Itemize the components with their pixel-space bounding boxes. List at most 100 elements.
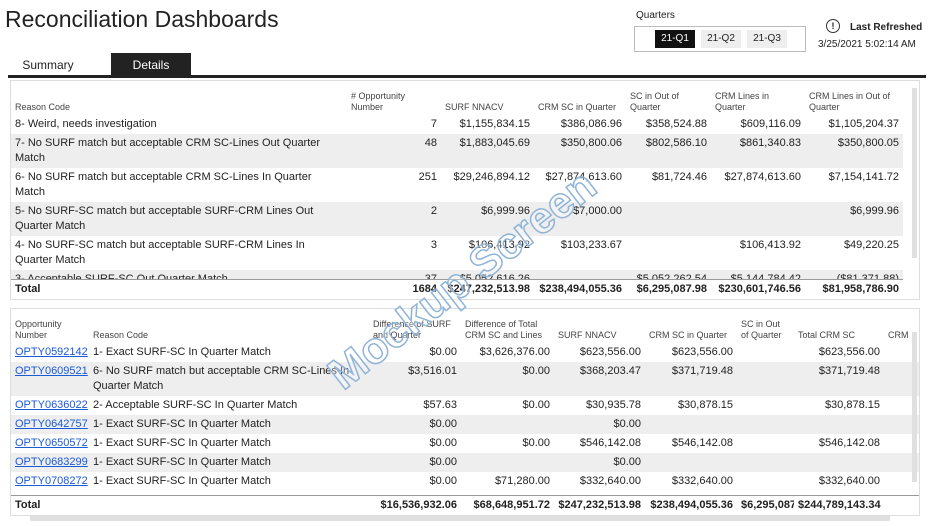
row: 3- Acceptable SURF-SC Out Quarter Match 3… bbox=[11, 270, 903, 279]
cell bbox=[737, 343, 794, 362]
cell: $30,878.15 bbox=[824, 399, 880, 411]
cell: $5,144,784.42 bbox=[711, 270, 805, 279]
cell: $29,246,894.12 bbox=[453, 171, 530, 183]
cell: 48 bbox=[347, 134, 441, 168]
cell: $546,142.08 bbox=[671, 437, 733, 449]
cell: $5,052,616.26 bbox=[441, 270, 534, 279]
row: 5- No SURF-SC match but acceptable SURF-… bbox=[11, 202, 903, 236]
cell bbox=[737, 396, 794, 415]
tab[interactable]: Summary bbox=[22, 58, 74, 72]
tab-active[interactable]: Details bbox=[111, 53, 191, 75]
cell: $16,536,932.06 bbox=[369, 495, 461, 515]
cell: $238,494,055.36 bbox=[534, 279, 626, 299]
info-icon: ! bbox=[826, 19, 840, 33]
opportunity-link[interactable]: OPTY0642757 bbox=[15, 418, 88, 430]
column-header: Reason Code bbox=[15, 102, 71, 112]
row: 6- No SURF match but acceptable CRM SC-L… bbox=[11, 168, 903, 202]
row: OPTY0683299 1- Exact SURF-SC In Quarter M… bbox=[11, 453, 919, 472]
cell: $0.00 bbox=[554, 415, 645, 434]
column-header: SURF NNACV bbox=[558, 330, 617, 340]
scrollbar[interactable] bbox=[912, 332, 917, 482]
cell: $30,935.78 bbox=[585, 399, 641, 411]
body: 8- Weird, needs investigation 7 $1,155,834… bbox=[11, 115, 919, 279]
cell bbox=[645, 453, 737, 472]
cell bbox=[737, 362, 794, 396]
cell: $623,556.00 bbox=[818, 346, 880, 358]
column-header: CRM SC in Quarter bbox=[538, 102, 617, 112]
row: OPTY0650572 1- Exact SURF-SC In Quarter M… bbox=[11, 434, 919, 453]
cell: $386,086.96 bbox=[560, 118, 622, 130]
cell: $244,789,143.34 bbox=[794, 495, 884, 515]
cell: $238,494,055.36 bbox=[645, 495, 737, 515]
cell: $0.00 bbox=[429, 346, 457, 358]
cell: $0.00 bbox=[429, 437, 457, 449]
scrollbar[interactable] bbox=[912, 88, 917, 258]
column-header: SC in Out of Quarter bbox=[741, 319, 782, 340]
cell: $802,586.10 bbox=[626, 134, 711, 168]
opportunity-link[interactable]: OPTY0636022 bbox=[15, 399, 88, 411]
cell: 1684 bbox=[347, 279, 441, 299]
cell: 3- Acceptable SURF-SC Out Quarter Match bbox=[11, 270, 347, 279]
row: 7- No SURF match but acceptable CRM SC-L… bbox=[11, 134, 903, 168]
total-row: Total $16,536,932.06 $68,648,951.72 $247,23… bbox=[11, 495, 919, 515]
cell: 8- Weird, needs investigation bbox=[15, 118, 157, 130]
opportunity-link[interactable]: OPTY0592142 bbox=[15, 346, 88, 358]
cell: $27,874,613.60 bbox=[724, 171, 801, 183]
page-title: Reconciliation Dashboards bbox=[5, 6, 279, 32]
column-header: SURF NNACV bbox=[445, 102, 504, 112]
cell bbox=[884, 415, 919, 434]
cell: $3,516.01 bbox=[369, 362, 461, 396]
quarter-button[interactable]: 21-Q3 bbox=[747, 30, 787, 48]
column-header: Opportunity Number bbox=[15, 319, 62, 340]
row: OPTY0609521 6- No SURF match but acceptab… bbox=[11, 362, 919, 396]
cell: $49,220.25 bbox=[843, 239, 899, 251]
cell: $623,556.00 bbox=[579, 346, 641, 358]
cell: $0.00 bbox=[522, 399, 550, 411]
cell: $1,155,834.15 bbox=[459, 118, 530, 130]
cell: $7,000.00 bbox=[534, 202, 626, 236]
cell: 7- No SURF match but acceptable CRM SC-L… bbox=[11, 134, 347, 168]
cell: 251 bbox=[418, 171, 437, 183]
cell: $57.63 bbox=[423, 399, 457, 411]
cell: $6,999.96 bbox=[441, 202, 534, 236]
row: OPTY0636022 2- Acceptable SURF-SC In Quar… bbox=[11, 396, 919, 415]
cell: $106,413.92 bbox=[739, 239, 801, 251]
cell: OPTY0708272 bbox=[11, 472, 89, 491]
cell: $30,878.15 bbox=[677, 399, 733, 411]
cell bbox=[884, 453, 919, 472]
head: Reason Code # Opportunity Number SURF NNAC… bbox=[11, 81, 919, 115]
quarter-button[interactable]: 21-Q2 bbox=[701, 30, 741, 48]
cell: $3,626,376.00 bbox=[479, 346, 550, 358]
total-row: Total 1684 $247,232,513.98 $238,494,055.36 $… bbox=[11, 279, 903, 299]
cell: $546,142.08 bbox=[579, 437, 641, 449]
scrollbar[interactable] bbox=[30, 516, 890, 521]
table: 8- Weird, needs investigation 7 $1,155,834… bbox=[11, 115, 903, 279]
cell bbox=[794, 453, 884, 472]
cell: $247,232,513.98 bbox=[441, 279, 534, 299]
cell bbox=[794, 415, 884, 434]
row: OPTY0642757 1- Exact SURF-SC In Quarter M… bbox=[11, 415, 919, 434]
opportunity-link[interactable]: OPTY0708272 bbox=[15, 475, 88, 487]
cell: 1- Exact SURF-SC In Quarter Match bbox=[93, 346, 271, 358]
table: Total $16,536,932.06 $68,648,951.72 $247,23… bbox=[11, 495, 919, 515]
cell: 1- Exact SURF-SC In Quarter Match bbox=[89, 415, 369, 434]
cell bbox=[534, 270, 626, 279]
opportunity-link[interactable]: OPTY0683299 bbox=[15, 456, 88, 468]
column-header: CRM Lines in Out of Quarter bbox=[809, 91, 891, 112]
column-header: # Opportunity Number bbox=[351, 91, 406, 112]
cell: 3 bbox=[430, 239, 437, 251]
opportunity-link[interactable]: OPTY0609521 bbox=[15, 365, 88, 377]
quarter-button[interactable]: 21-Q1 bbox=[655, 30, 695, 48]
column-header: Difference of Total CRM SC and Lines bbox=[465, 319, 543, 340]
opportunity-link[interactable]: OPTY0650572 bbox=[15, 437, 88, 449]
cell: $68,648,951.72 bbox=[461, 495, 554, 515]
cell bbox=[461, 415, 554, 434]
cell: $6,999.96 bbox=[805, 202, 903, 236]
tab-bar: Summary Details bbox=[8, 53, 926, 78]
summary-table: Reason Code # Opportunity Number SURF NNAC… bbox=[10, 80, 920, 300]
cell: Total bbox=[11, 495, 89, 515]
column-header: CRM Lines in Quarter bbox=[715, 91, 770, 112]
cell: $27,874,613.60 bbox=[545, 171, 622, 183]
cell: 2- Acceptable SURF-SC In Quarter Match bbox=[93, 399, 298, 411]
detail-table: Opportunity Number Reason Code Difference … bbox=[10, 308, 920, 516]
